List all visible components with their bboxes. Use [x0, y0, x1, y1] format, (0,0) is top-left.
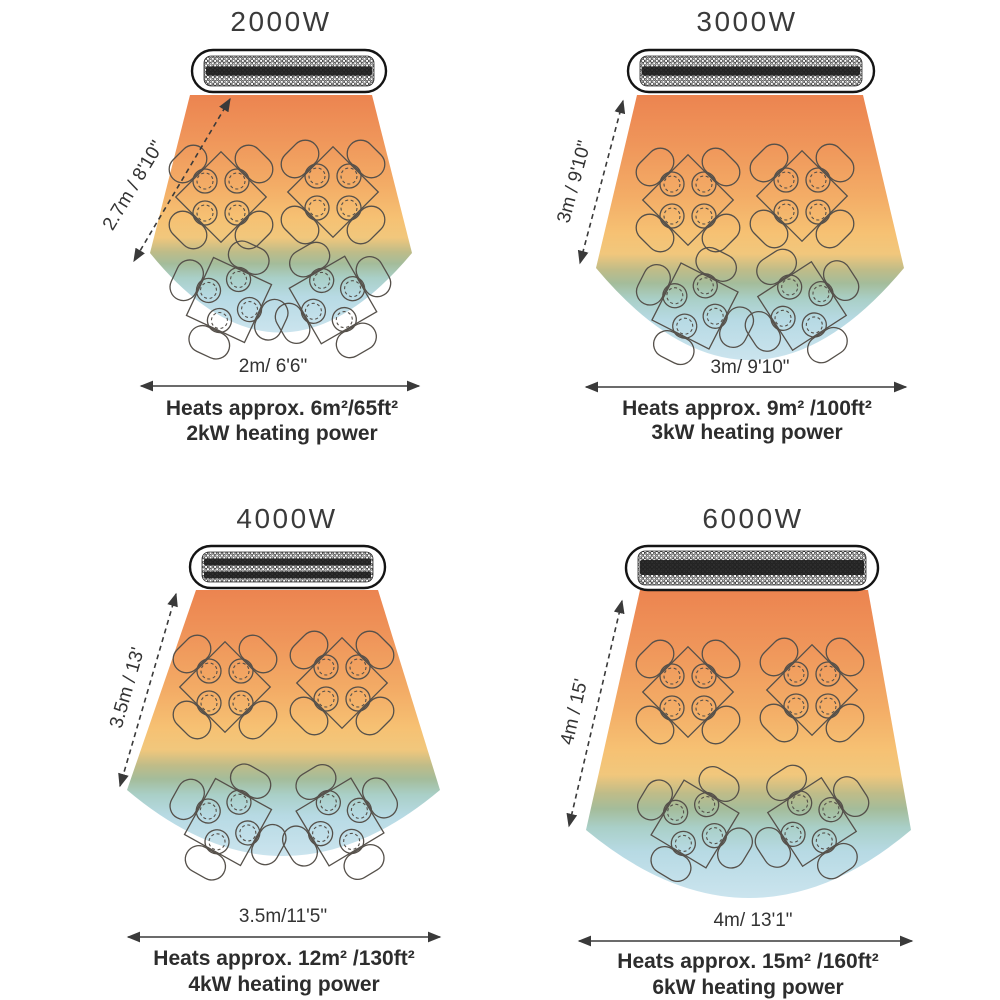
height-dimension-arrow	[118, 592, 178, 788]
panel-title: 2000W	[230, 6, 332, 37]
panel-title: 6000W	[702, 503, 804, 534]
panel-4000w-graphics	[118, 544, 442, 943]
power-caption: 6kW heating power	[652, 976, 844, 999]
panel-3000w-graphics	[577, 48, 908, 393]
panel-2000w-graphics	[133, 48, 421, 392]
panel-title: 3000W	[696, 6, 798, 37]
coverage-caption: Heats approx. 6m²/65ft²	[165, 397, 399, 420]
coverage-caption: Heats approx. 12m² /130ft²	[153, 947, 415, 970]
height-dimension-arrow	[566, 599, 625, 828]
heater-icon	[624, 544, 880, 592]
heat-beam	[150, 95, 412, 333]
width-dimension-label: 4m/ 13'1"	[713, 910, 793, 931]
width-dimension-label: 3m/ 9'10"	[710, 357, 790, 378]
heater-icon	[190, 48, 388, 94]
panel-title: 4000W	[236, 503, 338, 534]
heater-icon	[626, 48, 876, 94]
width-dimension-label: 2m/ 6'6"	[238, 356, 308, 377]
height-dimension-arrow	[133, 97, 231, 263]
coverage-caption: Heats approx. 9m² /100ft²	[622, 397, 872, 420]
height-dimension-arrow	[577, 99, 626, 265]
heat-beam	[596, 95, 904, 360]
heater-icon	[188, 544, 387, 590]
power-caption: 3kW heating power	[651, 421, 843, 444]
power-caption: 4kW heating power	[188, 973, 380, 996]
coverage-caption: Heats approx. 15m² /160ft²	[617, 950, 879, 973]
power-caption: 2kW heating power	[186, 422, 378, 445]
width-dimension-label: 3.5m/11'5"	[238, 906, 328, 927]
panel-6000w-graphics	[566, 544, 914, 947]
